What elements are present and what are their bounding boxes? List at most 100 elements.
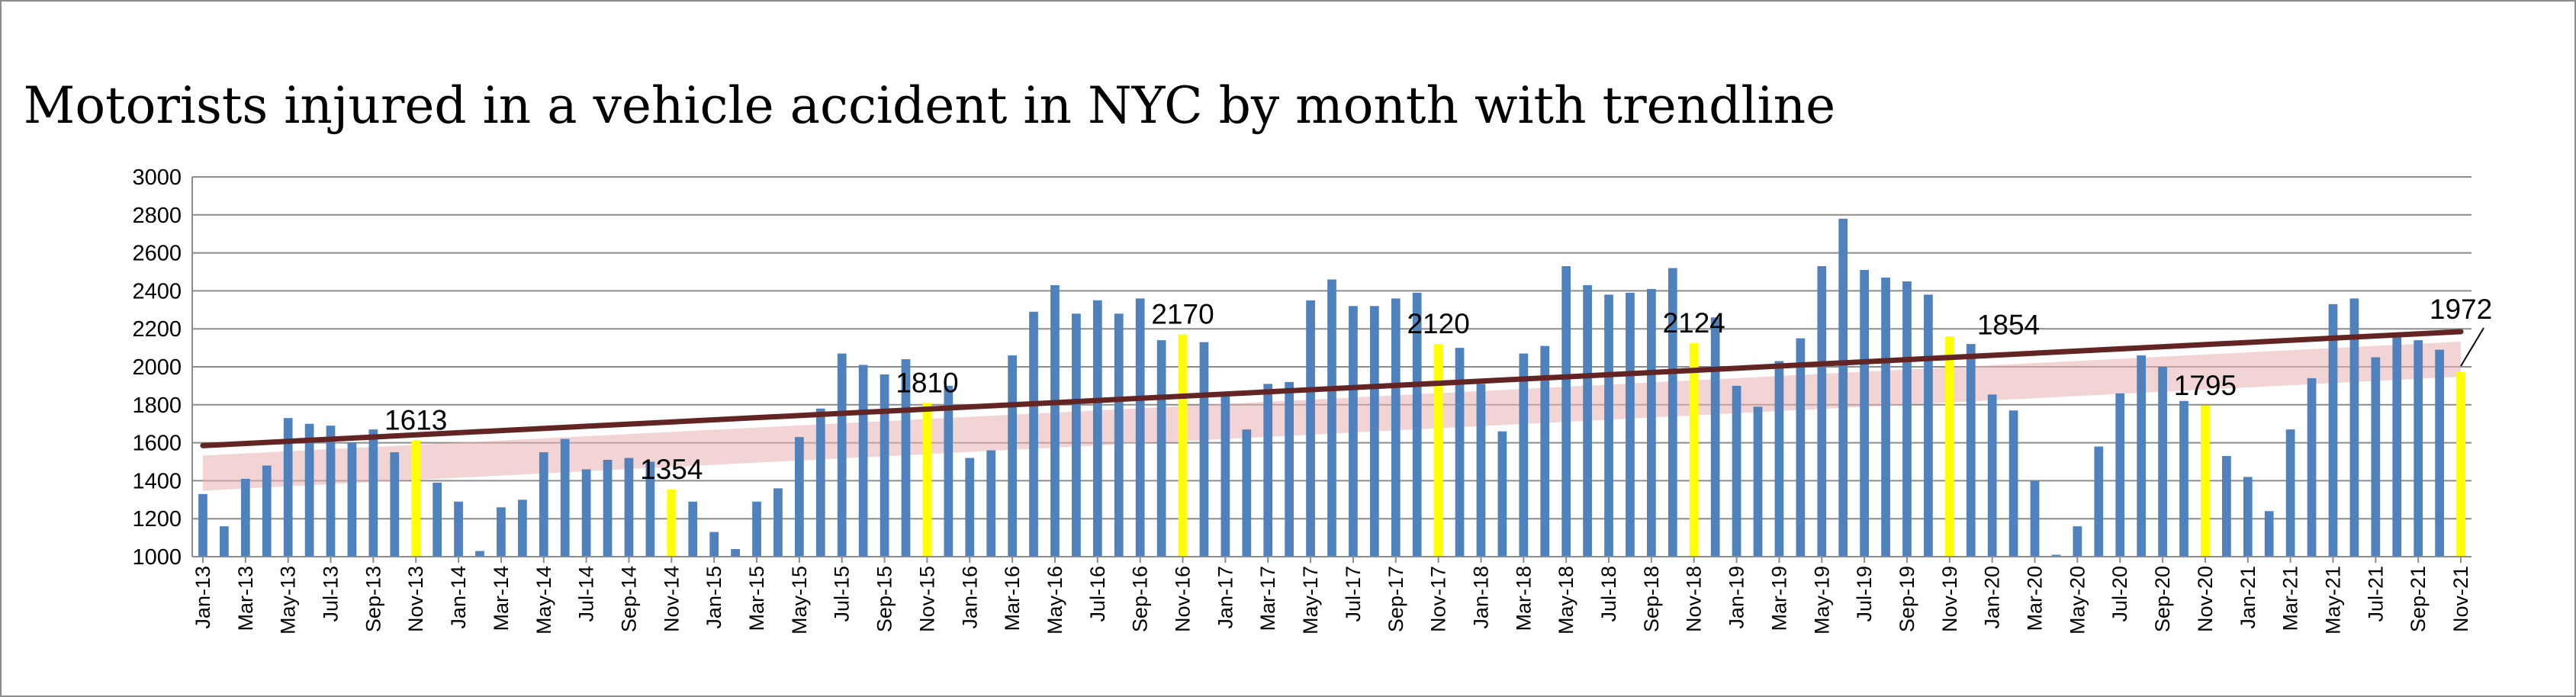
bar-feb-18 [1497, 431, 1507, 557]
bar-jul-15 [837, 353, 847, 557]
bar-mar-14 [497, 507, 506, 557]
x-tick-label: Jul-20 [2108, 566, 2131, 622]
bar-jul-20 [2115, 393, 2125, 557]
x-tick-label: Sep-14 [617, 566, 640, 632]
x-tick-label: Nov-17 [1427, 566, 1450, 632]
bar-mar-15 [752, 501, 761, 557]
bar-nov-18 [1689, 343, 1699, 557]
bar-mar-20 [2030, 480, 2040, 557]
bar-mar-19 [1774, 361, 1784, 557]
bar-apr-13 [262, 465, 272, 557]
x-tick-label: Sep-17 [1384, 566, 1407, 632]
x-tick-label: Jul-17 [1342, 566, 1365, 622]
bar-jan-18 [1476, 384, 1486, 557]
y-tick-label: 2000 [132, 355, 182, 380]
x-tick-label: Jan-18 [1469, 566, 1492, 629]
data-label-nov-14: 1354 [640, 454, 703, 485]
bar-nov-13 [411, 440, 421, 557]
bar-may-21 [2328, 304, 2338, 557]
bar-feb-20 [2008, 410, 2018, 557]
x-tick-label: May-20 [2066, 566, 2089, 634]
bar-oct-19 [1924, 294, 1933, 557]
y-tick-label: 1800 [132, 393, 182, 418]
bar-sep-21 [2414, 340, 2423, 557]
x-tick-label: May-17 [1299, 566, 1322, 634]
x-tick-label: Mar-21 [2279, 566, 2302, 631]
bar-jun-17 [1327, 279, 1336, 557]
data-label-nov-15: 1810 [896, 367, 958, 398]
bar-sep-20 [2158, 367, 2167, 557]
x-tick-label: Jul-14 [575, 566, 598, 622]
bar-mar-18 [1519, 353, 1529, 557]
bar-sep-19 [1902, 281, 1912, 557]
data-label-nov-17: 2120 [1407, 308, 1469, 339]
bar-jan-15 [709, 532, 719, 557]
x-tick-label: Jan-15 [703, 566, 725, 629]
bar-dec-19 [1966, 344, 1976, 557]
y-tick-label: 1000 [132, 545, 182, 570]
bar-may-16 [1050, 284, 1060, 557]
bar-apr-17 [1285, 381, 1294, 557]
x-tick-label: Jul-19 [1853, 566, 1876, 622]
bar-oct-14 [645, 461, 655, 557]
bar-jul-13 [326, 426, 336, 557]
x-tick-label: Sep-19 [1896, 566, 1918, 632]
bar-jun-16 [1072, 313, 1081, 557]
bar-dec-16 [1199, 342, 1209, 557]
bar-aug-20 [2137, 355, 2147, 557]
x-tick-label: May-15 [788, 566, 811, 634]
bar-jun-20 [2094, 446, 2104, 557]
x-tick-label: May-19 [1810, 566, 1833, 634]
bar-may-13 [283, 418, 293, 557]
bar-feb-14 [475, 551, 484, 557]
bar-oct-20 [2179, 400, 2188, 557]
data-label-nov-20: 1795 [2174, 370, 2237, 401]
bar-sep-17 [1391, 298, 1401, 557]
bar-aug-18 [1626, 292, 1635, 557]
bar-mar-17 [1263, 384, 1273, 557]
bar-apr-20 [2051, 554, 2061, 557]
bar-sep-13 [368, 429, 378, 557]
bar-may-19 [1817, 266, 1827, 557]
bar-jan-20 [1987, 394, 1997, 557]
data-label-nov-19: 1854 [1977, 310, 2040, 341]
bar-apr-14 [517, 499, 527, 557]
bar-aug-15 [858, 365, 868, 557]
x-tick-label: May-14 [532, 566, 555, 634]
trendline [200, 329, 2464, 448]
bar-jun-15 [815, 408, 825, 557]
x-tick-label: Nov-15 [915, 566, 938, 632]
bar-feb-21 [2264, 511, 2274, 557]
bar-feb-15 [731, 549, 740, 557]
bar-nov-20 [2201, 406, 2210, 557]
bar-dec-17 [1455, 348, 1465, 557]
bar-dec-18 [1710, 317, 1720, 557]
bar-apr-15 [773, 488, 783, 557]
bar-oct-13 [390, 452, 400, 557]
bar-jun-19 [1838, 218, 1848, 557]
bar-may-15 [795, 437, 804, 557]
bar-jul-19 [1860, 270, 1869, 557]
bar-apr-21 [2307, 377, 2317, 557]
bar-oct-21 [2435, 349, 2444, 557]
bar-aug-14 [603, 460, 613, 557]
bar-may-17 [1306, 300, 1315, 557]
bar-aug-17 [1369, 306, 1379, 557]
chart-title: Motorists injured in a vehicle accident … [23, 76, 1836, 135]
x-tick-label: May-18 [1555, 566, 1577, 634]
x-tick-label: Jan-13 [191, 566, 214, 629]
x-tick-label: Nov-20 [2194, 566, 2217, 632]
bar-nov-15 [922, 403, 932, 557]
x-tick-label: Mar-19 [1767, 566, 1790, 631]
bar-may-20 [2073, 526, 2082, 557]
x-tick-label: Jan-19 [1725, 566, 1748, 629]
bar-may-18 [1561, 266, 1571, 557]
bar-aug-21 [2392, 334, 2402, 557]
x-tick-label: Jul-13 [320, 566, 343, 622]
y-tick-label: 2200 [132, 317, 182, 342]
data-label-nov-18: 2124 [1663, 307, 1725, 339]
bar-jan-13 [198, 493, 207, 557]
bar-oct-17 [1412, 292, 1422, 557]
x-tick-label: Mar-18 [1512, 566, 1535, 631]
